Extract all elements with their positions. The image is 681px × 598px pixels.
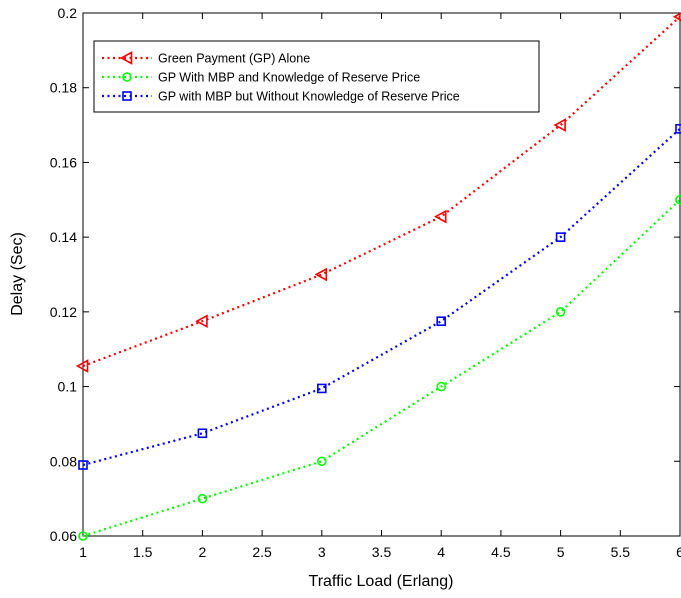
- x-axis-label: Traffic Load (Erlang): [309, 573, 454, 590]
- legend-label: GP With MBP and Knowledge of Reserve Pri…: [158, 71, 420, 85]
- x-tick-label: 6: [676, 544, 681, 560]
- x-tick-label: 2.5: [252, 544, 272, 560]
- legend-item: GP with MBP but Without Knowledge of Res…: [102, 90, 460, 104]
- x-tick-label: 4: [437, 544, 445, 560]
- square-marker: [675, 124, 681, 134]
- x-tick-labels: 1 1.5 2 2.5 3 3.5 4 4.5 5 5.5 6: [79, 544, 681, 560]
- x-tick-label: 4.5: [491, 544, 511, 560]
- triangle-marker: [553, 118, 566, 132]
- legend: Green Payment (GP) Alone GP With MBP and …: [93, 40, 540, 113]
- series-2: [78, 194, 681, 541]
- circle-marker: [122, 72, 132, 82]
- y-tick-label: 0.18: [50, 80, 77, 96]
- square-marker: [78, 460, 88, 470]
- x-tick-label: 3: [318, 544, 326, 560]
- y-axis-label: Delay (Sec): [9, 232, 26, 316]
- series-1: [75, 12, 681, 373]
- series-line: [82, 15, 681, 368]
- y-tick-label: 0.06: [50, 528, 77, 544]
- series-line: [82, 127, 681, 467]
- triangle-marker: [75, 359, 89, 373]
- circle-marker: [555, 307, 566, 317]
- legend-box: [93, 40, 540, 113]
- triangle-marker: [119, 51, 133, 65]
- circle-marker: [316, 456, 327, 467]
- triangle-marker: [434, 209, 447, 224]
- series-line: [82, 198, 681, 538]
- triangle-marker: [672, 12, 681, 22]
- triangle-marker: [314, 267, 328, 282]
- circle-marker: [675, 194, 681, 205]
- series-layer: [75, 12, 681, 541]
- y-tick-label: 0.16: [50, 154, 77, 170]
- series-3: [78, 124, 681, 470]
- square-marker: [316, 383, 327, 394]
- legend-items: Green Payment (GP) Alone GP With MBP and …: [102, 51, 460, 104]
- circle-marker: [78, 531, 88, 541]
- x-tick-label: 1: [79, 544, 87, 560]
- y-tick-label: 0.08: [50, 453, 77, 469]
- x-tick-label: 1.5: [133, 544, 153, 560]
- square-marker: [122, 91, 132, 101]
- x-tick-label: 5.5: [611, 544, 631, 560]
- legend-item: Green Payment (GP) Alone: [102, 51, 310, 66]
- y-tick-labels: 0.06 0.08 0.1 0.12 0.14 0.16 0.18 0.2: [50, 5, 77, 544]
- legend-item: GP With MBP and Knowledge of Reserve Pri…: [102, 71, 420, 85]
- y-tick-label: 0.14: [50, 229, 77, 245]
- triangle-marker: [195, 314, 208, 329]
- x-tick-label: 3.5: [372, 544, 392, 560]
- square-marker: [436, 316, 447, 326]
- legend-label: GP with MBP but Without Knowledge of Res…: [158, 90, 460, 104]
- x-tick-label: 2: [199, 544, 207, 560]
- x-tick-label: 5: [557, 544, 565, 560]
- circle-marker: [436, 381, 447, 392]
- y-tick-label: 0.1: [58, 379, 78, 395]
- y-tick-label: 0.2: [58, 5, 78, 21]
- square-marker: [197, 428, 208, 439]
- y-tick-label: 0.12: [50, 304, 77, 320]
- axis-ticks: [82, 12, 681, 537]
- circle-marker: [197, 493, 208, 504]
- square-marker: [555, 232, 566, 242]
- legend-label: Green Payment (GP) Alone: [158, 52, 310, 66]
